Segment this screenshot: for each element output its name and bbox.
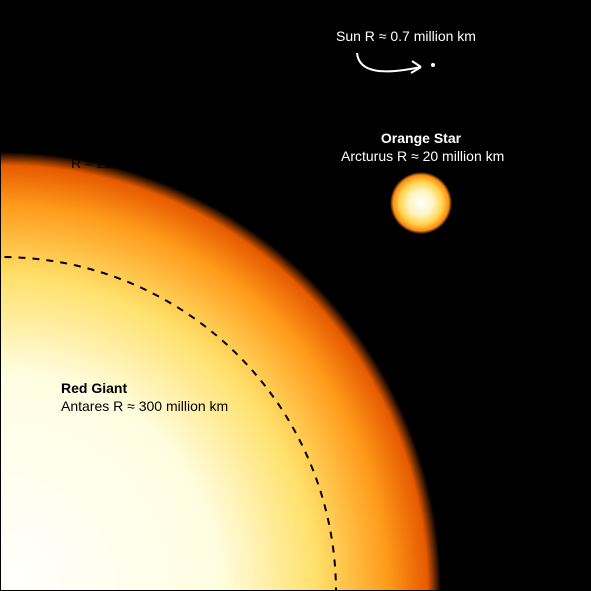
- orange-star-label: Orange Star Arcturus R ≈ 20 million km: [341, 129, 501, 165]
- mars-orbit-subtitle: R ≈ 227 million km: [71, 154, 186, 172]
- orange-star-title: Orange Star: [341, 129, 501, 147]
- red-giant-disc: [1, 152, 441, 591]
- red-giant-title: Red Giant: [61, 379, 228, 397]
- red-giant-subtitle: Antares R ≈ 300 million km: [61, 397, 228, 415]
- sun-dot: [431, 63, 435, 67]
- sun-text: Sun R ≈ 0.7 million km: [336, 27, 476, 45]
- sun-arrow-curve: [357, 53, 421, 71]
- star-comparison-diagram: Orbit of Mars R ≈ 227 million km Red Gia…: [0, 0, 591, 591]
- sun-label: Sun R ≈ 0.7 million km: [336, 27, 476, 45]
- diagram-svg: [1, 1, 591, 591]
- orange-star-disc: [390, 172, 452, 234]
- orange-star-subtitle: Arcturus R ≈ 20 million km: [341, 147, 501, 165]
- red-giant-label: Red Giant Antares R ≈ 300 million km: [61, 379, 228, 415]
- mars-orbit-title: Orbit of Mars: [71, 136, 186, 154]
- mars-orbit-label: Orbit of Mars R ≈ 227 million km: [71, 136, 186, 172]
